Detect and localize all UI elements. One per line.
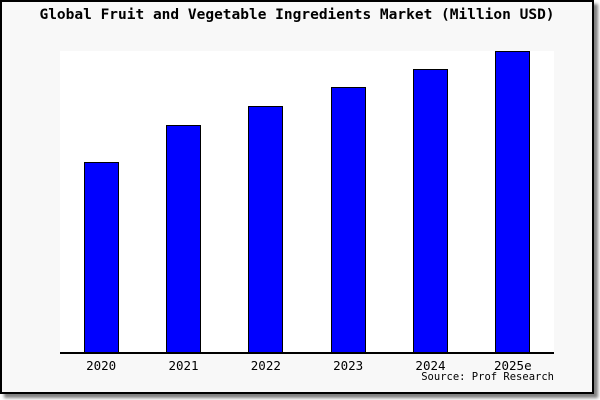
plot-area — [60, 51, 554, 354]
bar-slot — [389, 51, 471, 352]
chart-title: Global Fruit and Vegetable Ingredients M… — [39, 7, 555, 23]
x-axis-label: 2023 — [333, 358, 364, 373]
x-axis-label: 2021 — [168, 358, 199, 373]
source-label: Source: Prof Research — [421, 371, 554, 383]
bar-2021 — [165, 125, 201, 352]
bar-slot — [142, 51, 224, 352]
bar-2025e — [495, 51, 531, 352]
bar-2020 — [83, 162, 119, 352]
x-axis-label: 2022 — [250, 358, 281, 373]
chart-frame: Global Fruit and Vegetable Ingredients M… — [0, 0, 594, 394]
x-axis-labels: 2020 2021 2022 2023 2024 2025e — [60, 358, 554, 373]
bar-slot — [225, 51, 307, 352]
x-axis-label: 2025e — [493, 358, 532, 373]
x-axis-label: 2024 — [415, 358, 446, 373]
bar-slot — [307, 51, 389, 352]
bar-2023 — [330, 87, 366, 352]
bar-2022 — [248, 106, 284, 352]
bar-slot — [472, 51, 554, 352]
x-axis-label: 2020 — [86, 358, 117, 373]
bar-2024 — [412, 69, 448, 352]
bar-slot — [60, 51, 142, 352]
